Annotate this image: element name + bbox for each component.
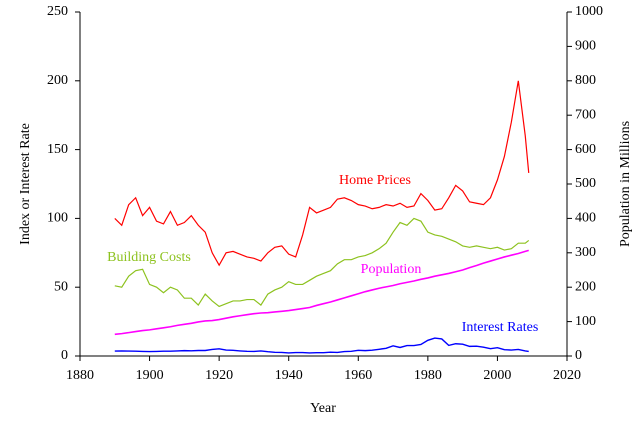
series-label: Population: [361, 262, 422, 277]
series-line: [114, 249, 529, 336]
y2-tick-label: 400: [575, 211, 596, 226]
y2-tick-label: 200: [575, 279, 596, 294]
x-tick-label: 1960: [344, 368, 372, 383]
y2-tick-label: 300: [575, 245, 596, 260]
x-tick-label: 2020: [553, 368, 581, 383]
y2-tick-label: 100: [575, 314, 596, 329]
y2-tick-label: 1000: [575, 4, 603, 19]
y-axis-label: Index or Interest Rate: [18, 123, 33, 245]
y2-tick-label: 600: [575, 142, 596, 157]
series-label: Building Costs: [107, 250, 191, 265]
x-tick-label: 1880: [66, 368, 94, 383]
y2-tick-label: 0: [575, 348, 582, 363]
x-tick-label: 1980: [414, 368, 442, 383]
x-tick-label: 2000: [483, 368, 511, 383]
y2-tick-label: 500: [575, 176, 596, 191]
x-tick-label: 1900: [136, 368, 164, 383]
y-tick-label: 150: [47, 142, 68, 157]
y2-tick-label: 700: [575, 107, 596, 122]
series-line: [114, 217, 530, 308]
y-tick-label: 100: [47, 211, 68, 226]
x-tick-label: 1940: [275, 368, 303, 383]
series-line: [114, 337, 529, 354]
y2-tick-label: 900: [575, 39, 596, 54]
x-axis-label: Year: [310, 401, 336, 416]
y-tick-label: 250: [47, 4, 68, 19]
y-tick-label: 0: [61, 348, 68, 363]
x-tick-label: 1920: [205, 368, 233, 383]
y-tick-label: 50: [54, 279, 68, 294]
series-label: Interest Rates: [462, 320, 539, 335]
y2-axis-label: Population in Millions: [618, 121, 633, 247]
y-tick-label: 200: [47, 73, 68, 88]
series-line: [114, 80, 530, 267]
y2-tick-label: 800: [575, 73, 596, 88]
series-label: Home Prices: [339, 173, 411, 188]
